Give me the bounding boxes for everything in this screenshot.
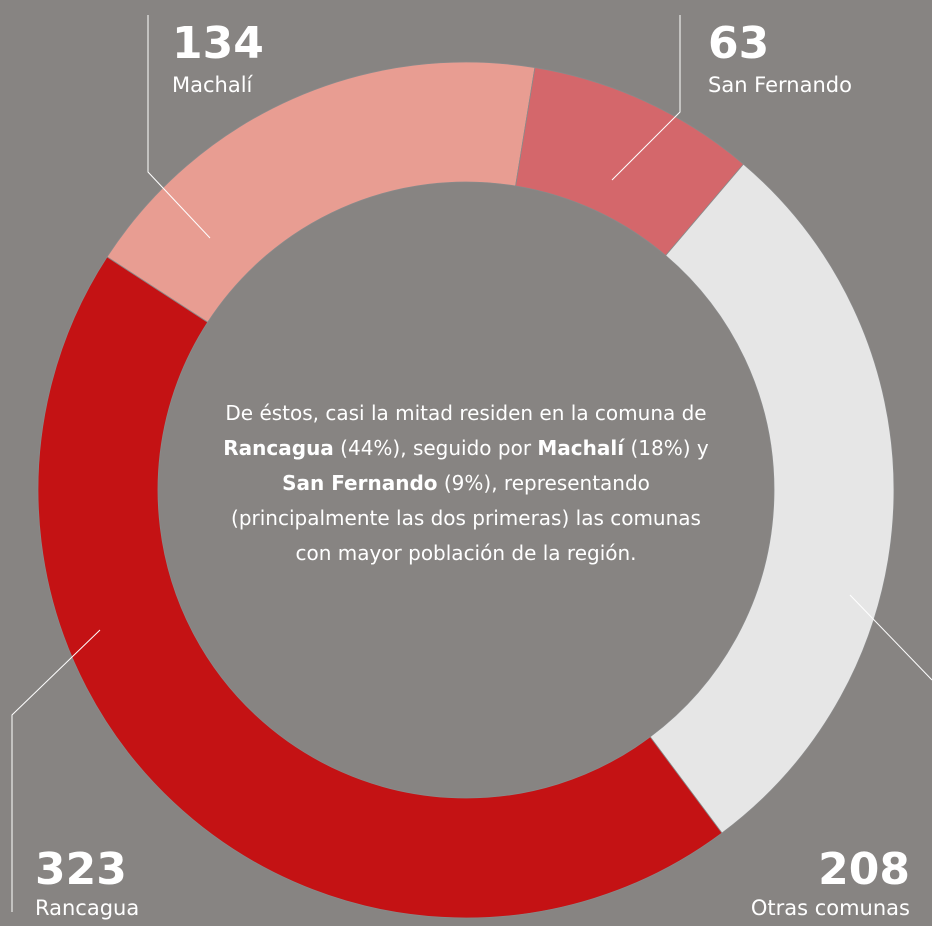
annotation-text: (18%) y	[624, 436, 709, 460]
leader-line	[849, 594, 932, 681]
annotation-bold: Machalí	[537, 436, 625, 460]
annotation-text: (9%), representando (principalmente las …	[231, 471, 701, 565]
donut-segment	[37, 256, 723, 919]
value-label: 208	[818, 844, 910, 895]
annotation: De éstos, casi la mitad residen en la co…	[216, 396, 716, 571]
donut-segment	[106, 61, 536, 323]
leader-line	[11, 629, 101, 912]
annotation-text: De éstos, casi la mitad residen en la co…	[225, 401, 707, 425]
donut-segment	[649, 163, 895, 834]
leader-line	[147, 15, 211, 239]
annotation-bold: San Fernando	[282, 471, 438, 495]
category-label: San Fernando	[708, 73, 852, 97]
value-label: 323	[35, 844, 127, 895]
category-label: Rancagua	[35, 896, 139, 920]
category-label: Otras comunas	[751, 896, 910, 920]
value-label: 134	[172, 18, 264, 69]
category-label: Machalí	[172, 73, 254, 97]
leader-lines	[11, 15, 932, 912]
annotation-text: (44%), seguido por	[333, 436, 538, 460]
annotation-bold: Rancagua	[223, 436, 334, 460]
value-label: 63	[708, 18, 769, 69]
leader-line	[611, 15, 681, 181]
